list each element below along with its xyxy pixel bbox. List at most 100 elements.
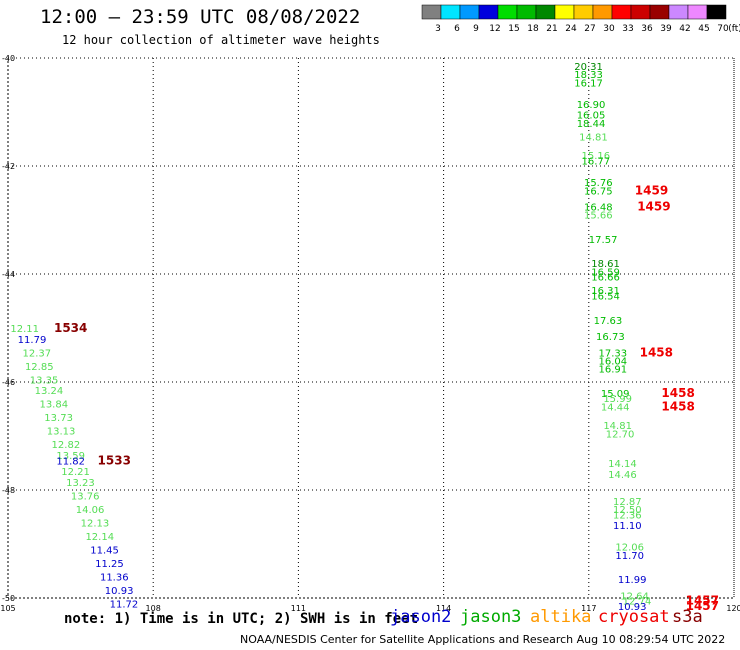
wave-height-label: 12.14	[85, 532, 114, 543]
wave-height-label: 13.76	[71, 491, 100, 502]
pass-time-label: 1533	[98, 453, 131, 467]
wave-height-label: 16.31	[591, 286, 620, 297]
wave-height-label: 15.09	[601, 389, 630, 400]
legend-s3a: s3a	[672, 607, 703, 627]
wave-height-label: 13.35	[30, 375, 59, 386]
legend-altika: altika	[530, 607, 592, 627]
wave-height-label: 16.05	[577, 111, 606, 122]
wave-height-label: 11.72	[110, 599, 139, 610]
wave-height-label: 12.85	[25, 362, 54, 373]
wave-height-label: 11.82	[56, 456, 85, 467]
scale-swatch	[706, 4, 727, 20]
wave-height-label: 16.17	[574, 78, 603, 89]
wave-height-label: 18.61	[591, 259, 620, 270]
wave-height-label: 12.37	[23, 348, 52, 359]
wave-height-label: 13.84	[39, 400, 68, 411]
wave-height-label: 10.93	[105, 586, 134, 597]
pass-time-label: 1458	[661, 399, 694, 413]
wave-height-label: 17.63	[594, 316, 623, 327]
wave-height-label: 14.44	[601, 402, 630, 413]
pass-time-label: 1534	[54, 321, 87, 335]
lon-tick-label: 114	[436, 604, 451, 613]
wave-height-label: 14.14	[608, 459, 637, 470]
wave-height-label: 11.45	[90, 545, 119, 556]
legend-jason2: jason2	[390, 607, 452, 627]
scale-label: 27	[584, 24, 595, 34]
credit-line: NOAA/NESDIS Center for Satellite Applica…	[240, 633, 726, 646]
wave-height-label: 16.48	[584, 203, 613, 214]
wave-height-label: 13.59	[56, 451, 85, 462]
wave-height-label: 12.70	[606, 429, 635, 440]
map-title: 12:00 — 23:59 UTC 08/08/2022	[40, 6, 361, 28]
map-frame	[7, 57, 735, 599]
wave-height-label: 12.74	[623, 597, 652, 608]
wave-height-label: 14.46	[608, 470, 637, 481]
scale-label: 39	[660, 24, 672, 34]
scale-label: 45	[698, 24, 709, 34]
wave-height-label: 16.54	[591, 292, 620, 303]
pass-time-label: 1459	[637, 200, 670, 214]
scale-label: 9	[473, 24, 479, 34]
wave-height-label: 10.93	[618, 602, 647, 613]
wave-height-label: 16.04	[598, 356, 627, 367]
wave-height-label: 16.91	[598, 365, 627, 376]
legend-jason3: jason3	[460, 607, 522, 627]
wave-height-label: 12.64	[620, 591, 649, 602]
scale-label: 21	[546, 24, 557, 34]
lon-tick-label: 120	[726, 604, 740, 613]
wave-height-label: 12.21	[61, 467, 90, 478]
scale-label: 36	[641, 24, 653, 34]
wave-height-label: 16.59	[591, 267, 620, 278]
pass-time-label: 1457	[686, 594, 719, 608]
lon-tick-label: 111	[291, 604, 306, 613]
wave-height-label: 18.33	[574, 70, 603, 81]
wave-height-label: 12.50	[613, 505, 642, 516]
scale-label: 15	[508, 24, 519, 34]
scale-label: 18	[527, 24, 539, 34]
wave-height-label: 15.66	[584, 211, 613, 222]
pass-time-label: 1459	[635, 183, 668, 197]
wave-height-label: 11.25	[95, 559, 124, 570]
wave-height-label: 11.79	[18, 335, 47, 346]
scale-label: 24	[565, 24, 577, 34]
wave-height-label: 12.06	[615, 543, 644, 554]
wave-height-label: 16.75	[584, 186, 613, 197]
wave-height-label: 15.76	[584, 178, 613, 189]
wave-height-label: 12.87	[613, 497, 642, 508]
footer-note: note: 1) Time is in UTC; 2) SWH is in fe…	[64, 611, 419, 627]
wave-height-label: 20.31	[574, 62, 603, 73]
lat-tick-label: -46	[2, 378, 15, 387]
map-subtitle: 12 hour collection of altimeter wave hei…	[62, 33, 380, 47]
pass-time-label: 1458	[640, 345, 673, 359]
wave-height-label: 12.36	[613, 510, 642, 521]
lat-tick-label: -42	[2, 162, 15, 171]
pass-time-label: 1458	[661, 386, 694, 400]
wave-height-label: 14.81	[579, 132, 608, 143]
wave-height-label: 11.36	[100, 572, 129, 583]
wave-height-label: 12.13	[81, 518, 110, 529]
wave-height-label: 15.99	[603, 394, 632, 405]
scale-label: 3	[435, 24, 441, 34]
wave-height-label: 11.10	[613, 521, 642, 532]
wave-height-label: 16.77	[582, 157, 611, 168]
wave-height-label: 17.57	[589, 235, 618, 246]
scale-label: 6	[454, 24, 460, 34]
wave-height-label: 13.24	[35, 386, 64, 397]
lat-tick-label: -40	[2, 54, 15, 63]
lon-tick-label: 117	[581, 604, 596, 613]
lon-tick-label: 105	[0, 604, 15, 613]
scale-label: 30	[603, 24, 615, 34]
wave-height-label: 12.82	[52, 440, 81, 451]
wave-height-label: 16.90	[577, 100, 606, 111]
scale-label: 70	[717, 24, 729, 34]
lon-tick-label: 108	[146, 604, 161, 613]
scale-unit: (ft)	[728, 24, 740, 34]
wave-height-label: 18.44	[577, 119, 606, 130]
wave-height-label: 14.06	[76, 505, 105, 516]
wave-height-label: 11.70	[615, 551, 644, 562]
wave-height-label: 16.66	[591, 273, 620, 284]
wave-height-label: 13.23	[66, 478, 95, 489]
lat-tick-label: -50	[2, 594, 15, 603]
lat-tick-label: -44	[2, 270, 15, 279]
